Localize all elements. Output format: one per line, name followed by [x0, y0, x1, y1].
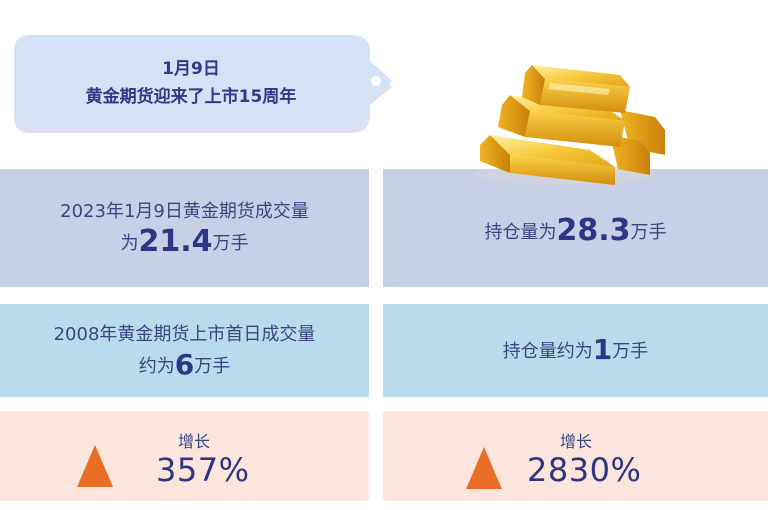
- volume-2008-prefix: 约为: [138, 355, 175, 377]
- open-interest-growth-label: 增长: [560, 432, 593, 451]
- up-triangle-icon: [466, 447, 502, 489]
- volume-growth-label: 增长: [178, 432, 211, 451]
- open-interest-2008-line: 持仓量约为1万手: [502, 332, 649, 367]
- open-interest-2008-value: 1: [592, 332, 613, 366]
- volume-2023-line2: 为21.4万手: [120, 227, 248, 259]
- volume-2008-value: 6: [174, 347, 195, 381]
- volume-2023-panel: 2023年1月9日黄金期货成交量 为21.4万手: [0, 169, 369, 287]
- open-interest-growth-value: 2830%: [527, 451, 642, 489]
- open-interest-2023-unit: 万手: [630, 222, 667, 243]
- volume-2008-line1: 2008年黄金期货上市首日成交量: [53, 323, 316, 345]
- open-interest-2008-unit: 万手: [612, 340, 649, 362]
- tag-shape: [14, 35, 392, 133]
- gold-bars-icon: [470, 55, 680, 195]
- open-interest-2023-panel: 持仓量为28.3万手: [383, 169, 768, 287]
- open-interest-2023-value: 28.3: [556, 213, 631, 248]
- volume-2023-line1: 2023年1月9日黄金期货成交量: [60, 201, 309, 222]
- open-interest-2008-prefix: 持仓量约为: [502, 340, 593, 362]
- volume-2023-value: 21.4: [138, 224, 213, 259]
- volume-2008-panel: 2008年黄金期货上市首日成交量 约为6万手: [0, 304, 369, 397]
- header-title: 黄金期货迎来了上市15周年: [85, 87, 297, 107]
- volume-2023-prefix: 为: [120, 233, 139, 254]
- volume-2008-unit: 万手: [194, 355, 231, 377]
- open-interest-2023-line: 持仓量为28.3万手: [484, 216, 666, 248]
- volume-2008-line2: 约为6万手: [138, 347, 231, 382]
- open-interest-2023-prefix: 持仓量为: [484, 222, 557, 243]
- header-tag: 1月9日 黄金期货迎来了上市15周年: [12, 35, 394, 133]
- up-triangle-icon: [77, 445, 113, 487]
- volume-growth-panel: 增长 357%: [0, 411, 369, 501]
- tag-hole-icon: [371, 76, 381, 86]
- open-interest-growth-panel: 增长 2830%: [383, 411, 768, 501]
- volume-growth-value: 357%: [156, 451, 250, 489]
- volume-2023-unit: 万手: [212, 233, 249, 254]
- header-date: 1月9日: [162, 59, 220, 79]
- open-interest-2008-panel: 持仓量约为1万手: [383, 304, 768, 397]
